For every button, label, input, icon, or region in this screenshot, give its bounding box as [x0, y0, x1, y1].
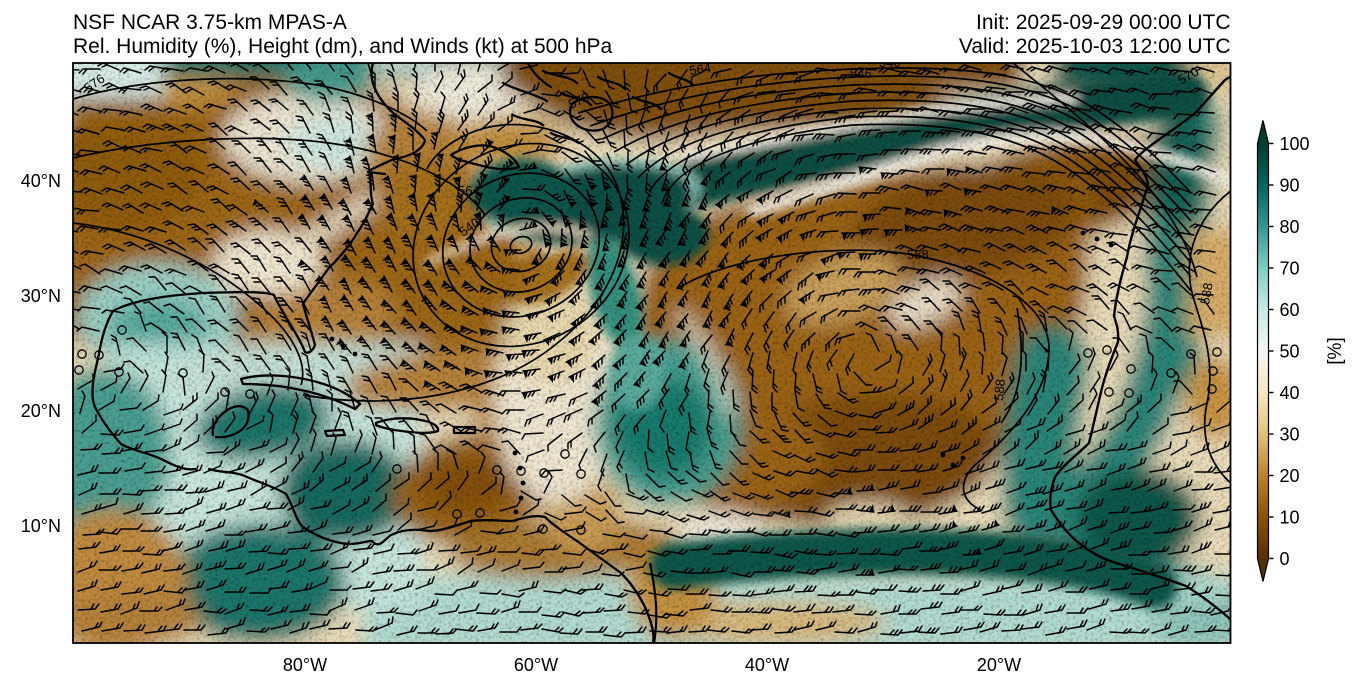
svg-text:80°W: 80°W: [283, 655, 327, 675]
svg-text:Init: 2025-09-29 00:00 UTC: Init: 2025-09-29 00:00 UTC: [976, 11, 1230, 34]
svg-text:564: 564: [458, 183, 480, 198]
svg-text:40°W: 40°W: [745, 655, 789, 675]
svg-text:546: 546: [850, 66, 872, 81]
svg-text:40°N: 40°N: [21, 171, 61, 191]
svg-text:10°N: 10°N: [21, 516, 61, 536]
svg-text:100: 100: [1280, 134, 1310, 154]
svg-text:70: 70: [1280, 258, 1300, 278]
svg-text:20: 20: [1280, 466, 1300, 486]
svg-text:[%]: [%]: [1325, 337, 1346, 364]
svg-text:20°W: 20°W: [977, 655, 1021, 675]
svg-text:10: 10: [1280, 507, 1300, 527]
svg-text:60°W: 60°W: [514, 655, 558, 675]
svg-text:Valid: 2025-10-03 12:00 UTC: Valid: 2025-10-03 12:00 UTC: [959, 35, 1231, 58]
svg-text:NSF NCAR 3.75-km MPAS-A: NSF NCAR 3.75-km MPAS-A: [73, 11, 347, 34]
svg-text:0: 0: [1280, 549, 1290, 569]
svg-text:30°N: 30°N: [21, 286, 61, 306]
svg-text:90: 90: [1280, 175, 1300, 195]
svg-text:60: 60: [1280, 300, 1300, 320]
svg-text:588: 588: [907, 247, 929, 262]
svg-text:Rel. Humidity (%), Height (dm): Rel. Humidity (%), Height (dm), and Wind…: [73, 35, 613, 58]
svg-text:540: 540: [879, 55, 901, 70]
svg-text:30: 30: [1280, 424, 1300, 444]
svg-text:40: 40: [1280, 383, 1300, 403]
svg-text:20°N: 20°N: [21, 401, 61, 421]
svg-text:564: 564: [688, 60, 712, 78]
svg-text:50: 50: [1280, 341, 1300, 361]
svg-text:80: 80: [1280, 217, 1300, 237]
svg-text:588: 588: [991, 378, 1008, 401]
